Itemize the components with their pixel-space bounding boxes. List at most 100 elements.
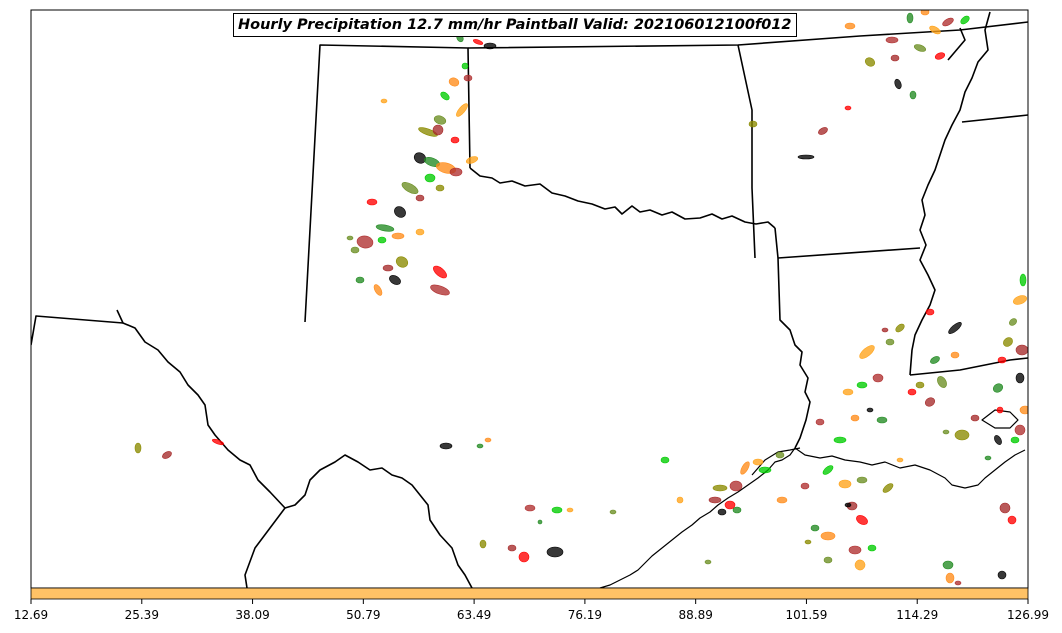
river-mississippi xyxy=(909,11,991,376)
precip-blob xyxy=(704,559,712,565)
precip-blob xyxy=(389,275,401,285)
precip-blob xyxy=(729,480,743,492)
colorbar-tick-label: 76.19 xyxy=(568,608,602,622)
precip-blob xyxy=(350,246,360,254)
precip-blob xyxy=(890,54,900,62)
precip-blob xyxy=(355,276,365,284)
precip-blob xyxy=(866,407,874,413)
map-title: Hourly Precipitation 12.7 mm/hr Paintbal… xyxy=(233,13,797,37)
precip-blob xyxy=(997,356,1007,364)
precip-blob xyxy=(134,442,142,454)
precip-blob xyxy=(1019,273,1027,287)
precip-blob xyxy=(394,206,406,218)
lake-pontchartrain xyxy=(981,409,1019,429)
colorbar-tick-label: 101.59 xyxy=(785,608,827,622)
precip-blob xyxy=(1014,424,1026,436)
state-boundary-ar-la xyxy=(777,247,921,259)
precip-blob xyxy=(356,235,374,249)
precip-blob xyxy=(934,52,946,60)
colorbar-tick-label: 114.29 xyxy=(896,608,938,622)
precip-blob xyxy=(804,539,812,545)
paintball-blobs xyxy=(134,10,1028,586)
precip-blob xyxy=(970,414,980,422)
precip-blob xyxy=(461,62,469,70)
precip-blob xyxy=(942,560,954,570)
precip-blob xyxy=(997,570,1007,580)
precip-blob xyxy=(937,376,947,388)
precip-blob xyxy=(994,435,1002,445)
precip-blob xyxy=(401,182,419,194)
precip-blob xyxy=(864,57,876,67)
state-boundary-tx-north xyxy=(469,167,776,229)
precip-blob xyxy=(822,465,834,475)
precip-blob xyxy=(896,457,904,463)
precip-blob xyxy=(660,456,670,464)
colorbar-tick-label: 63.49 xyxy=(457,608,491,622)
precip-blob xyxy=(724,500,736,510)
precip-blob xyxy=(546,546,564,558)
precip-blob xyxy=(872,373,884,383)
precip-blob xyxy=(366,198,378,206)
state-boundary-tx-east xyxy=(774,227,811,449)
precip-blob xyxy=(456,103,468,117)
precip-blob xyxy=(212,438,224,446)
precip-blob xyxy=(463,74,473,82)
precip-blob xyxy=(479,539,487,549)
precip-blob xyxy=(1012,295,1028,305)
precip-blob xyxy=(449,167,463,177)
colorbar-tick-label: 25.39 xyxy=(125,608,159,622)
precip-blob xyxy=(476,443,484,449)
precip-blob xyxy=(797,154,815,160)
precip-blob xyxy=(844,22,856,30)
colorbar xyxy=(30,587,1029,600)
precip-blob xyxy=(915,381,925,389)
precip-blob xyxy=(740,461,750,475)
precip-blob xyxy=(551,506,563,514)
precip-blob xyxy=(882,483,894,493)
precip-blob xyxy=(844,105,852,111)
precip-blob xyxy=(1007,515,1017,525)
state-boundary-ks-mo xyxy=(467,21,1028,49)
precip-blob xyxy=(984,455,992,461)
precip-blob xyxy=(433,265,447,279)
colorbar-tick-label: 50.79 xyxy=(346,608,380,622)
precip-blob xyxy=(942,17,954,27)
precip-blob xyxy=(850,414,860,422)
precip-blob xyxy=(448,77,460,87)
precip-blob xyxy=(776,496,788,504)
precip-blob xyxy=(433,115,447,125)
precip-blob xyxy=(859,345,875,359)
precip-blob xyxy=(810,524,820,532)
precip-blob xyxy=(373,284,383,296)
precip-blob xyxy=(800,482,810,490)
precip-blob xyxy=(960,15,970,25)
precip-blob xyxy=(775,451,785,459)
precip-blob xyxy=(924,397,936,407)
precip-blob xyxy=(929,25,941,35)
precip-blob xyxy=(876,416,888,424)
precip-blob xyxy=(415,194,425,202)
coastline-louisiana xyxy=(794,447,1026,489)
precip-blob xyxy=(346,235,354,241)
precip-blob xyxy=(435,184,445,192)
precip-blob xyxy=(867,544,877,552)
precip-blob xyxy=(820,531,836,541)
precip-blob xyxy=(856,381,868,389)
precip-blob xyxy=(954,580,962,586)
precip-blob xyxy=(1019,405,1028,415)
map-background xyxy=(31,10,1028,588)
precip-blob xyxy=(1015,344,1028,356)
precip-blob xyxy=(758,466,772,474)
precip-blob xyxy=(484,437,492,443)
precip-blob xyxy=(380,98,388,104)
precip-blob xyxy=(395,256,409,268)
precip-blob xyxy=(748,120,758,128)
precip-blob xyxy=(895,323,905,333)
precip-blob xyxy=(815,418,825,426)
precip-blob xyxy=(856,476,868,484)
precip-blob xyxy=(752,458,764,466)
precip-blob xyxy=(992,383,1004,393)
precip-blob xyxy=(391,232,405,240)
precip-blob xyxy=(609,509,617,515)
precip-blob xyxy=(415,228,425,236)
